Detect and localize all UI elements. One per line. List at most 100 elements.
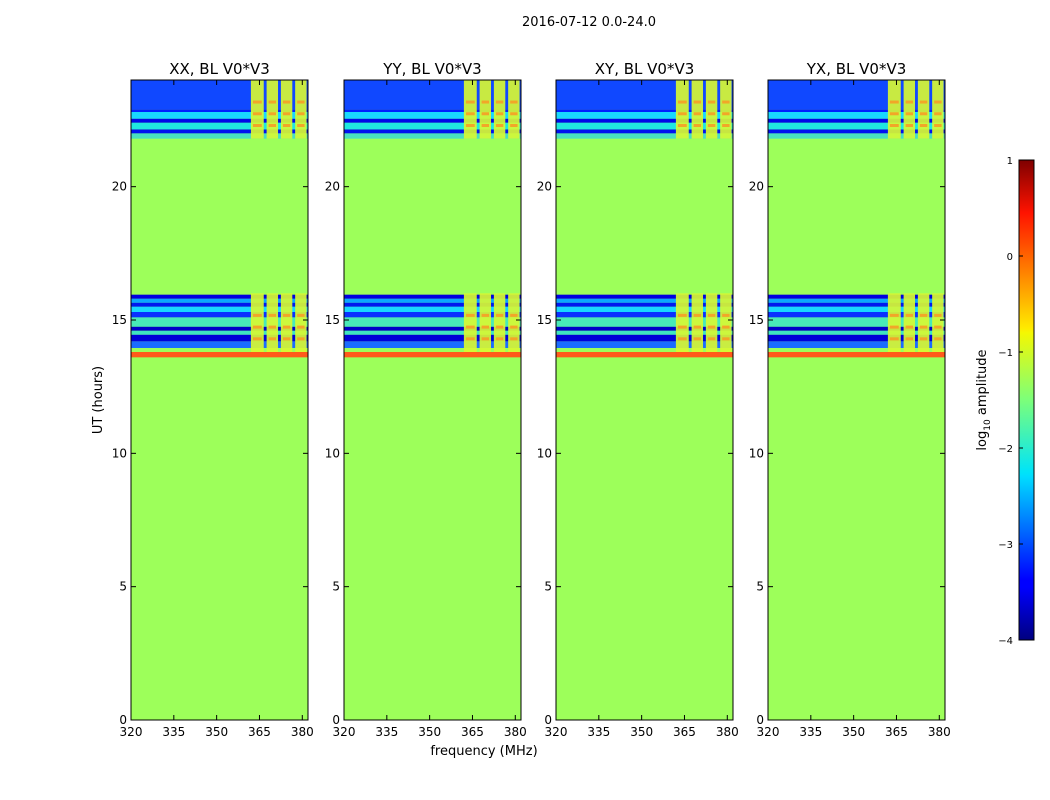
heatmap-band	[131, 298, 308, 303]
rfi-hot-stripe	[934, 112, 942, 116]
rfi-hot-stripe	[465, 313, 475, 317]
figure-suptitle: 2016-07-12 0.0-24.0	[522, 15, 656, 30]
y-tick-label: 5	[756, 580, 764, 594]
rfi-channel-block	[295, 293, 307, 352]
rfi-hot-stripe	[677, 100, 687, 104]
rfi-channel-block	[675, 80, 689, 139]
y-tick-label: 0	[119, 713, 127, 727]
rfi-channel-block	[250, 80, 264, 139]
heatmap-band	[768, 298, 945, 303]
heatmap-band	[344, 306, 521, 312]
colorbar-tick-label: 0	[1007, 252, 1013, 263]
rfi-hot-stripe	[919, 337, 928, 341]
rfi-hot-stripe	[707, 112, 716, 116]
rfi-hot-stripe	[510, 313, 518, 317]
rfi-hot-stripe	[889, 124, 899, 127]
y-tick-label: 10	[112, 446, 127, 460]
y-axis-label: UT (hours)	[91, 366, 106, 434]
rfi-hot-stripe	[495, 337, 504, 341]
x-tick-label: 335	[162, 725, 185, 739]
rfi-hot-stripe	[252, 337, 262, 341]
panel-4: YX, BL V0*V3 320 335 350 365 380 0 5 10 15 20	[749, 60, 951, 739]
colorbar-label-subscript: 10	[983, 419, 993, 431]
heatmap-band	[768, 334, 945, 342]
rfi-channel-block	[903, 80, 916, 139]
rfi-channel-block	[493, 293, 506, 352]
heatmap-band	[131, 80, 308, 110]
rfi-channel-block	[508, 80, 520, 139]
heatmap-band	[131, 109, 308, 112]
y-tick-label: 10	[749, 446, 764, 460]
heatmap-band	[556, 330, 733, 335]
panel-2: YY, BL V0*V3 320 335 350 365 380 0 5 10 15 20	[325, 60, 527, 739]
rfi-channel-block	[250, 293, 264, 352]
rfi-hot-stripe	[481, 313, 490, 317]
x-tick-label: 320	[120, 725, 143, 739]
rfi-hot-stripe	[722, 112, 730, 116]
rfi-channel-block	[479, 80, 492, 139]
heatmap-band	[344, 341, 521, 348]
rfi-hot-stripe	[934, 313, 942, 317]
panel-1: XX, BL V0*V3 320 335 350 365 380 0 5 10 15 20	[112, 60, 314, 739]
colorbar-label: log10 amplitude	[975, 349, 993, 450]
rfi-channel-block	[463, 80, 477, 139]
heatmap-band	[768, 129, 945, 134]
rfi-hot-stripe	[252, 124, 262, 127]
y-tick-label: 20	[112, 180, 127, 194]
y-tick-label: 20	[749, 180, 764, 194]
rfi-hot-stripe	[481, 112, 490, 116]
heatmap-band	[556, 341, 733, 348]
heatmap-band	[344, 330, 521, 335]
heatmap-band	[556, 317, 733, 327]
x-tick-label: 335	[799, 725, 822, 739]
panel-frame	[130, 79, 309, 721]
rfi-channel-block	[917, 80, 930, 139]
heatmap-band	[131, 341, 308, 348]
heatmap-band	[131, 348, 308, 352]
rfi-hot-stripe	[693, 112, 702, 116]
heatmap-band	[131, 312, 308, 318]
panel-image	[344, 80, 521, 720]
rfi-channel-block	[479, 293, 492, 352]
heatmap-band	[131, 334, 308, 342]
x-tick-label: 380	[716, 725, 739, 739]
rfi-hot-stripe	[889, 112, 899, 116]
heatmap-band	[768, 317, 945, 327]
rfi-hot-stripe	[919, 124, 928, 127]
heatmap-band	[344, 326, 521, 331]
rfi-hot-stripe	[297, 313, 305, 317]
rfi-hot-stripe	[268, 337, 277, 341]
rfi-hot-stripe	[934, 325, 942, 329]
rfi-hot-stripe	[268, 313, 277, 317]
rfi-channel-block	[463, 293, 477, 352]
rfi-hot-stripe	[677, 313, 687, 317]
heatmap-band	[131, 302, 308, 307]
rfi-hot-stripe	[282, 112, 291, 116]
rfi-hot-stripe	[722, 337, 730, 341]
panel-frame	[343, 79, 522, 721]
y-tick-label: 20	[325, 180, 340, 194]
heatmap-band	[768, 112, 945, 119]
rfi-hot-stripe	[693, 100, 702, 104]
rfi-hot-stripe	[707, 337, 716, 341]
rfi-hot-stripe	[495, 313, 504, 317]
y-tick-label: 5	[332, 580, 340, 594]
colorbar: 10−1−2−3−4 log10 amplitude	[975, 156, 1035, 647]
rfi-hot-stripe	[465, 124, 475, 127]
rfi-hot-stripe	[934, 337, 942, 341]
colorbar-tick-label: −2	[998, 444, 1013, 455]
heatmap-band	[344, 129, 521, 134]
heatmap-band	[556, 112, 733, 119]
heatmap-band	[344, 348, 521, 352]
heatmap-band	[556, 312, 733, 318]
rfi-hot-stripe	[889, 337, 899, 341]
x-tick-label: 365	[673, 725, 696, 739]
rfi-hot-stripe	[905, 325, 914, 329]
heatmap-band	[131, 317, 308, 327]
rfi-hot-stripe	[465, 325, 475, 329]
rfi-hot-stripe	[707, 100, 716, 104]
heatmap-fill	[131, 80, 308, 720]
heatmap-band	[768, 133, 945, 139]
y-tick-label: 0	[756, 713, 764, 727]
